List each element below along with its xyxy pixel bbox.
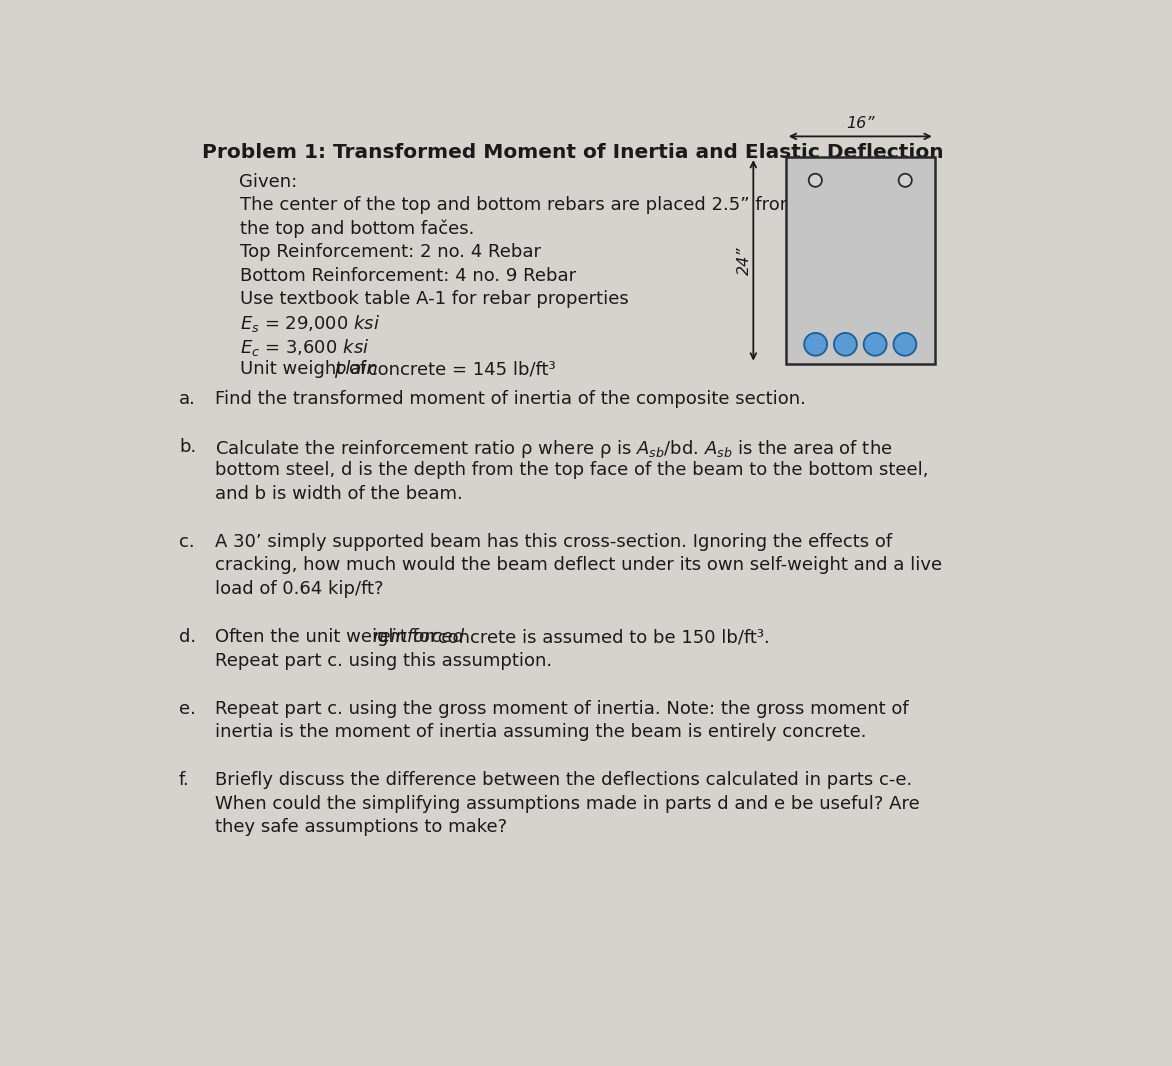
Text: concrete is assumed to be 150 lb/ft³.: concrete is assumed to be 150 lb/ft³.: [431, 628, 770, 646]
Circle shape: [809, 174, 822, 187]
Text: Find the transformed moment of inertia of the composite section.: Find the transformed moment of inertia o…: [214, 390, 805, 407]
Text: $E_s$ = 29,000 $ksi$: $E_s$ = 29,000 $ksi$: [239, 313, 380, 335]
Text: 16”: 16”: [846, 116, 874, 131]
Text: d.: d.: [179, 628, 196, 646]
Text: Calculate the reinforcement ratio ρ where ρ is $A_{sb}$/bd. $A_{sb}$ is the area: Calculate the reinforcement ratio ρ wher…: [214, 438, 892, 459]
Text: When could the simplifying assumptions made in parts d and e be useful? Are: When could the simplifying assumptions m…: [214, 795, 920, 812]
Text: reinforced: reinforced: [372, 628, 464, 646]
Text: The center of the top and bottom rebars are placed 2.5” from: The center of the top and bottom rebars …: [239, 196, 797, 214]
Text: plain: plain: [334, 360, 377, 378]
Text: 24”: 24”: [736, 246, 751, 275]
Circle shape: [864, 333, 887, 356]
Text: e.: e.: [179, 699, 196, 717]
Circle shape: [834, 333, 857, 356]
Text: Briefly discuss the difference between the deflections calculated in parts c-e.: Briefly discuss the difference between t…: [214, 772, 912, 789]
Text: they safe assumptions to make?: they safe assumptions to make?: [214, 819, 506, 836]
Text: Top Reinforcement: 2 no. 4 Rebar: Top Reinforcement: 2 no. 4 Rebar: [239, 243, 540, 261]
Circle shape: [804, 333, 827, 356]
Text: Use textbook table A-1 for rebar properties: Use textbook table A-1 for rebar propert…: [239, 290, 628, 308]
Text: $E_c$ = 3,600 $ksi$: $E_c$ = 3,600 $ksi$: [239, 337, 369, 358]
Text: concrete = 145 lb/ft³: concrete = 145 lb/ft³: [362, 360, 556, 378]
Circle shape: [899, 174, 912, 187]
Text: Bottom Reinforcement: 4 no. 9 Rebar: Bottom Reinforcement: 4 no. 9 Rebar: [239, 266, 575, 285]
Text: a.: a.: [179, 390, 196, 407]
Bar: [786, 157, 935, 364]
Text: cracking, how much would the beam deflect under its own self-weight and a live: cracking, how much would the beam deflec…: [214, 556, 942, 575]
Text: c.: c.: [179, 533, 195, 551]
Text: f.: f.: [179, 772, 190, 789]
Text: Given:: Given:: [239, 173, 298, 191]
Text: Unit weight of: Unit weight of: [239, 360, 372, 378]
Text: load of 0.64 kip/ft?: load of 0.64 kip/ft?: [214, 580, 383, 598]
Text: inertia is the moment of inertia assuming the beam is entirely concrete.: inertia is the moment of inertia assumin…: [214, 723, 866, 741]
Text: and b is width of the beam.: and b is width of the beam.: [214, 485, 463, 503]
Text: Often the unit weight for: Often the unit weight for: [214, 628, 443, 646]
Text: Repeat part c. using the gross moment of inertia. Note: the gross moment of: Repeat part c. using the gross moment of…: [214, 699, 908, 717]
Text: Repeat part c. using this assumption.: Repeat part c. using this assumption.: [214, 651, 552, 669]
Circle shape: [893, 333, 917, 356]
Text: b.: b.: [179, 438, 196, 456]
Text: the top and bottom fačes.: the top and bottom fačes.: [239, 220, 473, 238]
Text: Problem 1: Transformed Moment of Inertia and Elastic Deflection: Problem 1: Transformed Moment of Inertia…: [203, 143, 943, 162]
Text: bottom steel, d is the depth from the top face of the beam to the bottom steel,: bottom steel, d is the depth from the to…: [214, 462, 928, 480]
Text: A 30’ simply supported beam has this cross-section. Ignoring the effects of: A 30’ simply supported beam has this cro…: [214, 533, 892, 551]
